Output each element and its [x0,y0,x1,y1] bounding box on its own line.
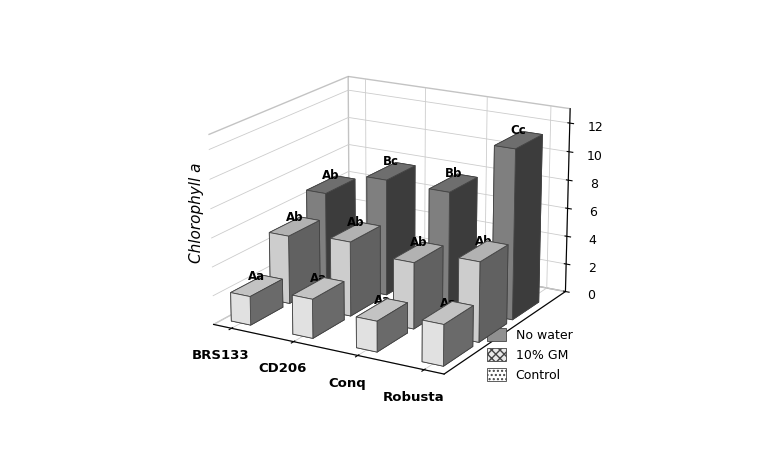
Text: Chlorophyll a: Chlorophyll a [189,163,204,263]
Legend: No water, 10% GM, Control: No water, 10% GM, Control [483,325,576,385]
